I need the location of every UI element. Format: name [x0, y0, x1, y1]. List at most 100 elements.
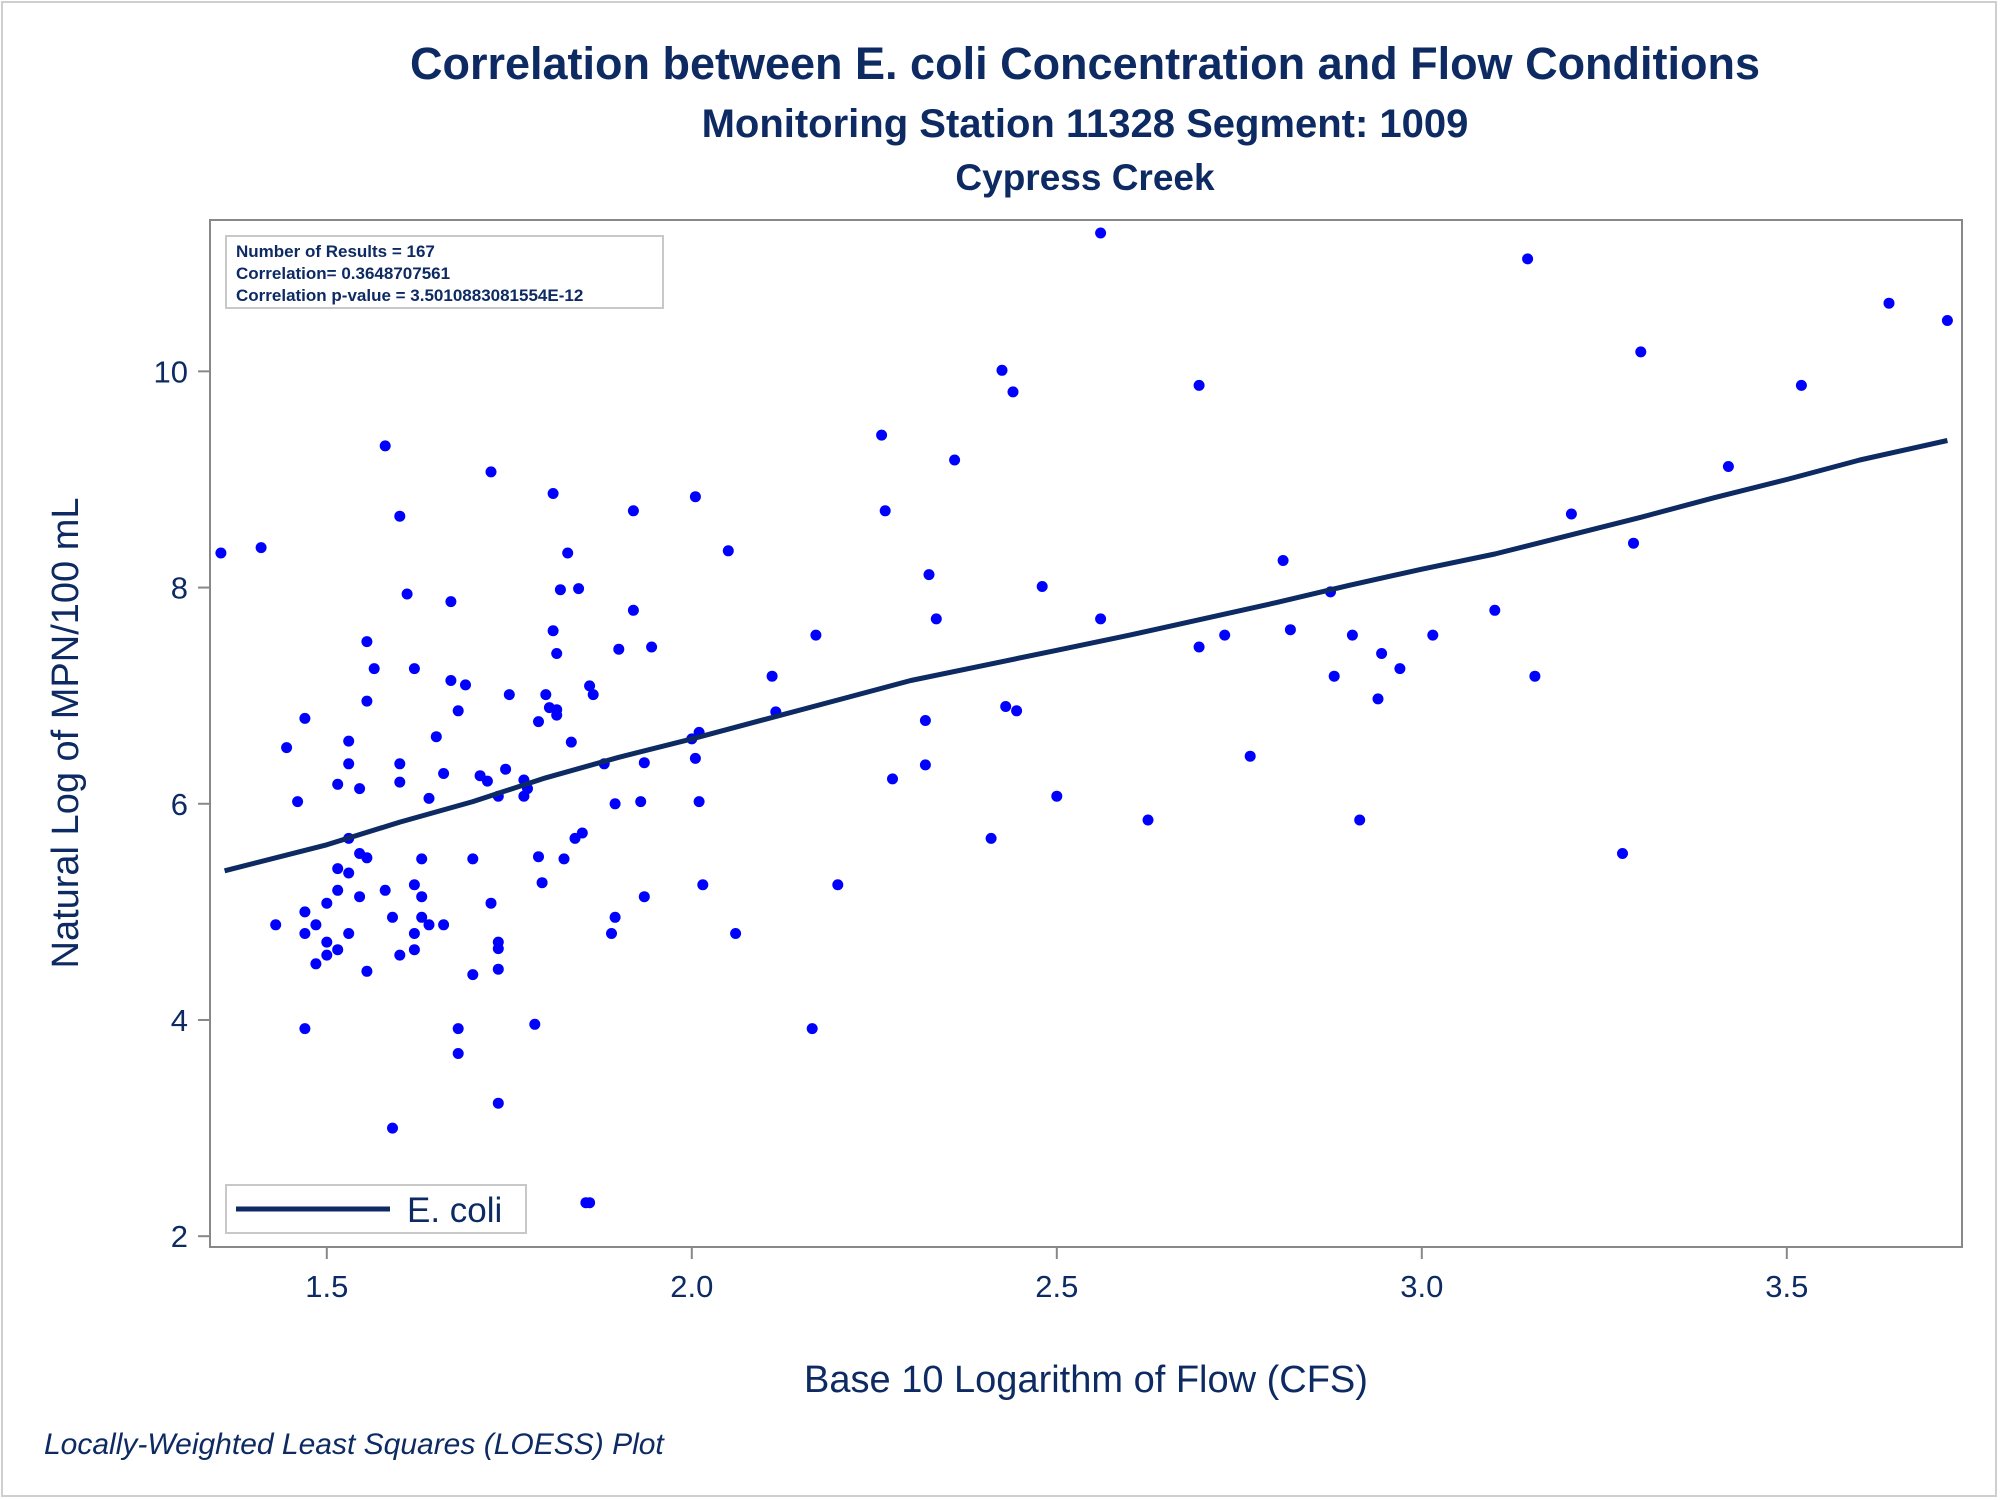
data-point [452, 1048, 464, 1059]
y-tick-label: 8 [171, 571, 188, 606]
data-point [533, 716, 544, 728]
data-point [343, 758, 355, 770]
data-point [1883, 297, 1895, 309]
data-point [613, 643, 625, 655]
data-point [332, 884, 344, 896]
data-point [387, 1122, 398, 1134]
data-point [689, 752, 701, 764]
data-point [408, 944, 420, 956]
data-point [492, 943, 504, 955]
footnote: Locally-Weighted Least Squares (LOESS) P… [44, 1428, 664, 1461]
data-point [1394, 663, 1406, 675]
data-point [949, 454, 961, 466]
data-point [255, 542, 267, 554]
data-point [547, 625, 559, 637]
data-point [1095, 613, 1107, 625]
data-point [562, 547, 574, 559]
data-point [394, 949, 406, 961]
data-point [1628, 537, 1639, 549]
data-point [646, 641, 658, 653]
data-point [693, 796, 705, 808]
data-point [573, 583, 585, 595]
data-point [806, 1023, 818, 1035]
data-point [1529, 670, 1541, 682]
data-point [919, 759, 931, 771]
data-point [1193, 379, 1205, 391]
data-point [722, 545, 734, 557]
data-point [985, 832, 997, 844]
data-point [533, 851, 544, 863]
data-point [1346, 629, 1358, 641]
data-point [343, 928, 355, 939]
data-point [609, 911, 621, 923]
data-point [467, 969, 479, 981]
data-point [558, 853, 570, 865]
data-point [1277, 555, 1289, 566]
data-point [467, 853, 479, 865]
data-point [930, 613, 942, 625]
legend: E. coli [225, 1184, 527, 1234]
data-point [423, 919, 435, 931]
data-point [321, 897, 333, 909]
data-point [1007, 386, 1019, 398]
data-point [500, 763, 512, 775]
data-point [343, 735, 355, 747]
data-point [394, 758, 406, 770]
data-point [332, 863, 344, 875]
data-point [1219, 629, 1231, 641]
data-point [270, 919, 282, 931]
legend-entry: E. coli [407, 1191, 502, 1230]
data-point [332, 944, 344, 956]
data-point [923, 569, 935, 581]
data-point [887, 773, 898, 785]
data-point [730, 928, 742, 939]
x-axis-label: Base 10 Logarithm of Flow (CFS) [804, 1359, 1368, 1401]
data-point [310, 958, 322, 970]
data-point [551, 709, 563, 721]
y-tick-label: 4 [171, 1003, 188, 1038]
data-point [766, 670, 778, 682]
data-point [416, 891, 428, 903]
data-point [554, 584, 566, 596]
data-point [299, 928, 311, 939]
chart-subtitle-2: Cypress Creek [955, 157, 1215, 198]
data-point [438, 919, 450, 931]
stats-count: Number of Results = 167 [236, 242, 435, 261]
data-point [1522, 253, 1534, 265]
data-point [445, 596, 457, 608]
data-point [361, 852, 373, 864]
data-point [609, 798, 621, 810]
data-point [547, 488, 559, 499]
data-point [485, 897, 497, 909]
data-point [452, 705, 464, 717]
data-point [810, 629, 822, 641]
chart-subtitle: Monitoring Station 11328 Segment: 1009 [701, 102, 1469, 146]
data-point [627, 604, 639, 616]
data-point [408, 879, 420, 891]
data-point [408, 928, 420, 939]
data-point [1795, 379, 1807, 391]
data-point [354, 783, 366, 795]
data-point [321, 949, 333, 961]
data-point [361, 695, 373, 707]
data-point [215, 547, 227, 559]
data-point [361, 965, 373, 977]
data-point [394, 510, 406, 522]
data-point [416, 911, 428, 923]
data-point [1051, 790, 1063, 802]
data-point [485, 466, 497, 478]
data-point [1011, 705, 1023, 717]
stats-pvalue: Correlation p-value = 3.5010883081554E-1… [236, 286, 583, 305]
data-point [361, 636, 373, 648]
data-point [394, 776, 406, 788]
data-point [1036, 581, 1048, 592]
data-point [1376, 648, 1388, 659]
data-point [876, 429, 888, 441]
data-point [1565, 508, 1577, 520]
data-point [1489, 604, 1501, 616]
data-point [408, 663, 420, 675]
data-point [460, 679, 471, 691]
data-point [321, 936, 333, 948]
